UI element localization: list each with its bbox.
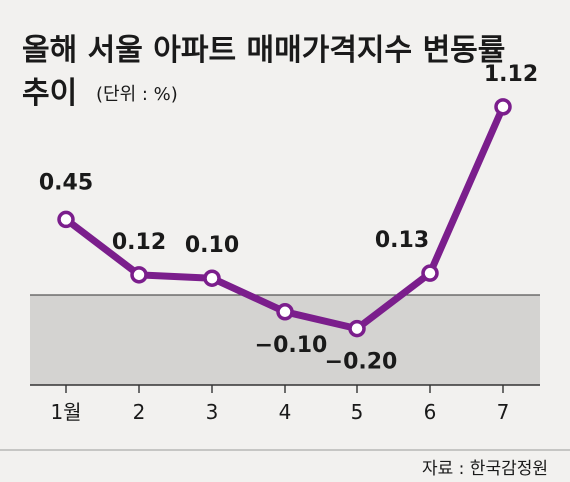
data-point xyxy=(348,319,366,338)
data-point xyxy=(57,210,75,229)
source-label: 자료 : 한국감정원 xyxy=(422,459,548,479)
data-label: −0.20 xyxy=(325,350,398,375)
data-point xyxy=(494,98,512,116)
data-label: 0.45 xyxy=(39,170,93,195)
data-label: 0.10 xyxy=(185,233,239,258)
chart-title-line2: 추이 xyxy=(22,76,77,111)
data-point xyxy=(203,269,221,287)
x-tick-label: 1월 xyxy=(50,400,81,424)
data-label: 0.13 xyxy=(375,228,429,253)
data-point xyxy=(130,266,148,284)
data-point xyxy=(276,303,294,321)
unit-label: (단위 : %) xyxy=(96,84,178,105)
data-label: −0.10 xyxy=(255,333,328,358)
x-tick-label: 6 xyxy=(424,400,437,424)
x-tick-label: 5 xyxy=(351,400,364,424)
chart-title-line1: 올해 서울 아파트 매매가격지수 변동률 xyxy=(22,33,505,68)
data-label: 0.12 xyxy=(112,230,166,255)
x-tick-label: 2 xyxy=(133,400,146,424)
data-point xyxy=(421,264,439,282)
x-tick-label: 3 xyxy=(206,400,219,424)
data-label: 1.12 xyxy=(484,62,538,87)
x-tick-label: 7 xyxy=(497,400,510,424)
x-tick-label: 4 xyxy=(279,400,292,424)
